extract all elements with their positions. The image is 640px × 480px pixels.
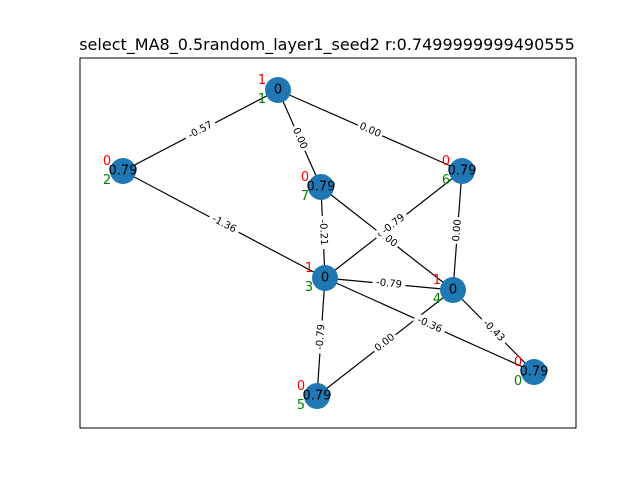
node-red-label: 1	[305, 261, 313, 276]
edge-label-background	[411, 312, 448, 338]
node-value-label: 0	[321, 271, 329, 286]
node-7	[308, 174, 334, 200]
node-red-label: 0	[514, 355, 522, 370]
edge-label-group: -1.36	[206, 211, 242, 238]
node-value-label: 0.79	[448, 164, 477, 179]
edge-label-background	[372, 276, 406, 292]
edge-label-group: 0.00	[450, 216, 465, 245]
node-4	[440, 277, 466, 303]
edge-label-group: 0.00	[370, 330, 400, 356]
edge-label-background	[370, 330, 400, 356]
edge-labels-layer: -0.57 0.00 0.00 -1.36 -0.21 0.00 -0.79 0.00 -0.7…	[183, 117, 510, 356]
edge-label-group: -0.57	[183, 117, 218, 144]
edge-label-group: -0.36	[411, 312, 448, 338]
edge-label: -1.36	[210, 214, 238, 236]
edge-label: -0.36	[415, 315, 443, 336]
edge-label: 0.00	[451, 219, 464, 242]
node-red-label: 1	[433, 273, 441, 288]
edge-label-background	[376, 209, 411, 240]
node-value-label: 0.79	[307, 180, 336, 195]
node-0	[521, 359, 547, 385]
node-red-label: 0	[301, 170, 309, 185]
node-5	[304, 383, 330, 409]
node-red-label: 0	[103, 154, 111, 169]
edge-label: -0.79	[376, 277, 403, 290]
edge-label: -0.57	[186, 120, 214, 142]
edge-label: -0.21	[317, 219, 329, 245]
edge-label-group: -0.79	[313, 320, 329, 354]
edge-label-group: 0.00	[288, 123, 311, 154]
edge-label-group: -0.79	[376, 209, 411, 240]
edge-label-group: 0.00	[355, 119, 385, 142]
edge-label-background	[288, 123, 311, 154]
edge-label-background	[206, 211, 242, 238]
edge-label-background	[450, 216, 465, 245]
edge-label-background	[183, 117, 218, 144]
edge-label-group: -0.43	[477, 315, 510, 347]
node-id-label: 5	[297, 398, 305, 413]
edge-label: 0.00	[358, 121, 383, 140]
edge-label-group: -0.79	[372, 276, 406, 292]
edge-label: -0.79	[315, 324, 328, 351]
node-red-label: 1	[258, 73, 266, 88]
edge-label-background	[355, 119, 385, 142]
edge-label: -0.43	[480, 318, 506, 344]
node-id-label: 2	[103, 173, 111, 188]
node-id-label: 1	[258, 92, 266, 107]
edge-label-group: -0.21	[316, 215, 330, 250]
node-value-label: 0.79	[520, 365, 549, 380]
node-1	[265, 77, 291, 103]
node-id-label: 7	[301, 189, 309, 204]
node-2	[110, 158, 136, 184]
node-value-label: 0.79	[109, 164, 138, 179]
node-id-label: 4	[433, 292, 441, 307]
node-id-label: 6	[442, 173, 450, 188]
edge-label-background	[477, 315, 510, 347]
node-red-label: 0	[297, 379, 305, 394]
node-6	[449, 158, 475, 184]
edge-label-background	[316, 215, 330, 250]
node-id-label: 0	[514, 374, 522, 389]
node-3	[312, 265, 338, 291]
plot-frame	[79, 57, 577, 429]
edge-label-background	[313, 320, 329, 354]
node-value-label: 0.79	[303, 389, 332, 404]
node-red-label: 0	[442, 154, 450, 169]
node-value-label: 0	[274, 83, 282, 98]
node-value-label: 0	[449, 283, 457, 298]
node-id-label: 3	[305, 280, 313, 295]
edge-label: 0.00	[290, 126, 309, 151]
figure-title: select_MA8_0.5random_layer1_seed2 r:0.74…	[79, 35, 575, 55]
